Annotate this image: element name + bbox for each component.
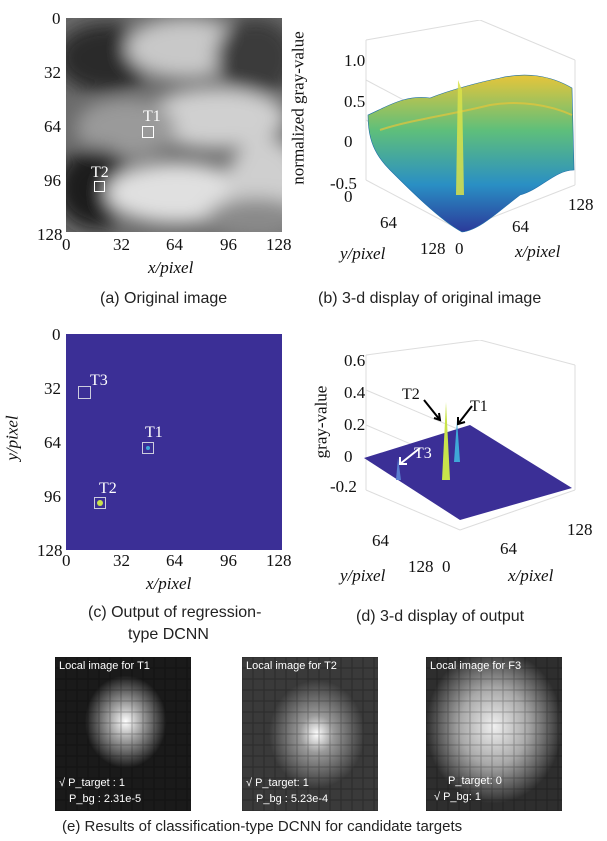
p-bg-label: P_bg : 5.23e-4 [256, 793, 329, 805]
surface-plot-output [364, 340, 576, 531]
x-tick: 64 [166, 551, 183, 570]
x-axis-label: x/pixel [508, 566, 554, 585]
y-tick: 32 [44, 63, 61, 82]
local-image-title: Local image for F3 [430, 660, 522, 672]
y-tick: 64 [44, 117, 61, 136]
y-tick: 64 [372, 531, 389, 550]
z-tick: 0.5 [344, 92, 366, 111]
y-tick: 128 [37, 225, 63, 244]
x-tick: 64 [166, 235, 183, 254]
local-image-t2: Local image for T2 √ P_target: 1 P_bg : … [242, 657, 378, 811]
x-tick: 96 [220, 551, 237, 570]
z-tick: 0 [344, 447, 353, 466]
p-target-label: P_target: 0 [448, 775, 502, 787]
x-tick: 0 [62, 551, 71, 570]
x-tick: 128 [567, 520, 593, 539]
target-label: T1 [470, 398, 488, 415]
x-tick: 0 [455, 239, 464, 258]
caption-d: (d) 3-d display of output [356, 608, 525, 625]
target-box-t1 [142, 442, 154, 454]
x-tick: 0 [442, 557, 451, 576]
local-image-title: Local image for T2 [246, 660, 337, 672]
z-tick: 1.0 [344, 51, 366, 70]
x-tick: 64 [512, 217, 529, 236]
y-tick: 0 [52, 325, 61, 344]
x-tick: 128 [568, 195, 594, 214]
p-target-label: √ P_target : 1 [59, 777, 125, 789]
y-axis-label: y/pixel [340, 566, 386, 585]
z-axis-label: normalized gray-value [288, 31, 308, 185]
p-bg-label: √ P_bg: 1 [434, 791, 482, 803]
x-tick: 128 [266, 235, 292, 254]
x-tick: 96 [220, 235, 237, 254]
x-axis-label: x/pixel [146, 574, 192, 593]
y-tick: 0 [344, 187, 353, 206]
regression-output-image: T3 T1 T2 [66, 334, 282, 550]
z-tick: 0.4 [344, 383, 366, 402]
y-tick: 128 [420, 239, 446, 258]
target-label: T2 [402, 386, 420, 403]
z-tick: 0.6 [344, 351, 366, 370]
target-box-t2 [94, 497, 106, 509]
caption-a: (a) Original image [100, 290, 228, 307]
z-tick: 0.2 [344, 415, 366, 434]
target-label: T1 [145, 424, 163, 441]
local-image-title: Local image for T1 [59, 660, 150, 672]
z-tick: -0.2 [330, 477, 357, 496]
y-tick: 128 [408, 557, 434, 576]
x-tick: 32 [113, 551, 130, 570]
x-axis-label: x/pixel [148, 258, 194, 277]
x-tick: 64 [500, 539, 517, 558]
x-tick: 0 [62, 235, 71, 254]
x-tick: 128 [266, 551, 292, 570]
y-tick: 32 [44, 379, 61, 398]
target-box-t2 [94, 181, 105, 192]
y-tick: 128 [37, 541, 63, 560]
y-tick: 64 [380, 213, 397, 232]
target-label: T1 [143, 108, 161, 125]
z-tick: 0 [344, 132, 353, 151]
caption-e: (e) Results of classification-type DCNN … [62, 818, 463, 835]
x-axis-label: x/pixel [515, 242, 561, 261]
y-tick: 0 [52, 9, 61, 28]
surface-plot-original [365, 20, 576, 233]
x-tick: 32 [113, 235, 130, 254]
y-axis-label: y/pixel [2, 415, 22, 461]
target-label: T3 [90, 372, 108, 389]
target-label: T2 [99, 480, 117, 497]
target-box-t1 [142, 126, 154, 138]
local-image-t1: Local image for T1 √ P_target : 1 P_bg :… [55, 657, 191, 811]
p-bg-label: P_bg : 2.31e-5 [69, 793, 142, 805]
caption-c-line2: type DCNN [128, 626, 209, 643]
y-axis-label: y/pixel [340, 244, 386, 263]
target-label: T2 [91, 164, 109, 181]
caption-b: (b) 3-d display of original image [318, 290, 542, 307]
p-target-label: √ P_target: 1 [246, 777, 309, 789]
caption-c: (c) Output of regression- [88, 604, 262, 621]
original-image: T1 T2 [66, 18, 282, 232]
local-image-f3: Local image for F3 P_target: 0 √ P_bg: 1 [426, 657, 562, 811]
arrow-icon [423, 399, 473, 426]
y-tick: 96 [44, 487, 61, 506]
target-box-t3 [78, 386, 91, 399]
arrow-icon [399, 447, 421, 465]
y-tick: 96 [44, 171, 61, 190]
z-tick: -0.5 [330, 174, 357, 193]
y-tick: 64 [44, 433, 61, 452]
z-axis-label: gray-value [311, 385, 331, 459]
